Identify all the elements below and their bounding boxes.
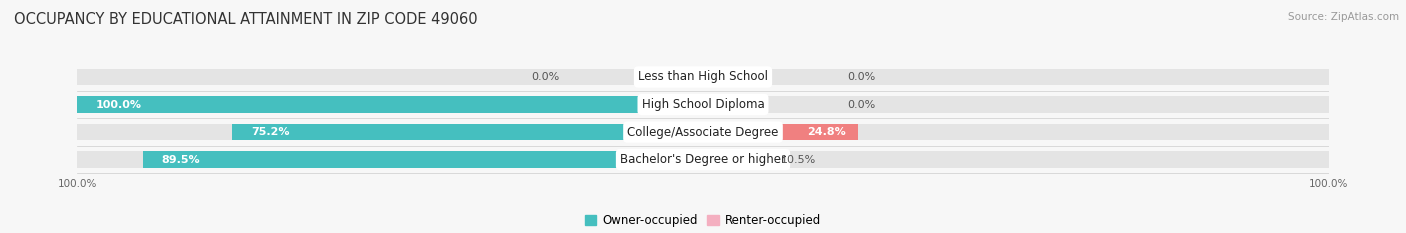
Text: 100.0%: 100.0% (96, 99, 142, 110)
Bar (77, 151, 703, 168)
Bar (232, 124, 703, 140)
Text: 75.2%: 75.2% (252, 127, 290, 137)
Bar (703, 151, 769, 168)
Text: College/Associate Degree: College/Associate Degree (627, 126, 779, 139)
Text: 89.5%: 89.5% (162, 155, 201, 164)
Bar (77, 96, 703, 113)
Text: Bachelor's Degree or higher: Bachelor's Degree or higher (620, 153, 786, 166)
Text: 10.5%: 10.5% (782, 155, 817, 164)
Bar (703, 96, 1329, 113)
Bar (77, 69, 703, 85)
Legend: Owner-occupied, Renter-occupied: Owner-occupied, Renter-occupied (579, 209, 827, 232)
Text: 24.8%: 24.8% (807, 127, 845, 137)
Text: 0.0%: 0.0% (846, 99, 875, 110)
Bar (703, 124, 858, 140)
Bar (77, 96, 703, 113)
Bar (77, 124, 703, 140)
Text: Less than High School: Less than High School (638, 71, 768, 83)
Bar (703, 69, 1329, 85)
Bar (143, 151, 703, 168)
Text: 0.0%: 0.0% (531, 72, 560, 82)
Bar (703, 124, 1329, 140)
Text: High School Diploma: High School Diploma (641, 98, 765, 111)
Text: Source: ZipAtlas.com: Source: ZipAtlas.com (1288, 12, 1399, 22)
Text: OCCUPANCY BY EDUCATIONAL ATTAINMENT IN ZIP CODE 49060: OCCUPANCY BY EDUCATIONAL ATTAINMENT IN Z… (14, 12, 478, 27)
Text: 0.0%: 0.0% (846, 72, 875, 82)
Bar (703, 151, 1329, 168)
